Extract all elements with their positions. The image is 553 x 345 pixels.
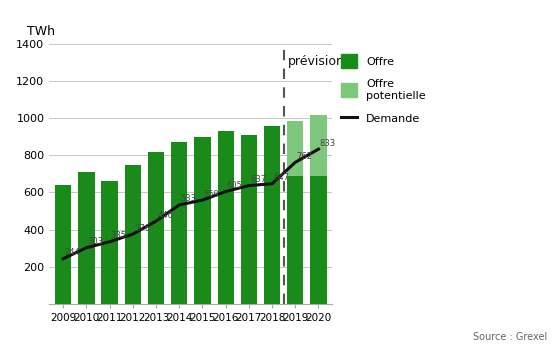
- Text: 833: 833: [320, 139, 336, 148]
- Text: 303: 303: [87, 237, 103, 246]
- Bar: [241, 135, 257, 304]
- Bar: [148, 151, 164, 304]
- Text: 637: 637: [250, 175, 266, 184]
- Bar: [287, 121, 304, 304]
- Bar: [148, 151, 164, 304]
- Bar: [310, 176, 327, 304]
- Text: 605: 605: [227, 181, 243, 190]
- Bar: [310, 115, 327, 304]
- Bar: [171, 142, 187, 304]
- Bar: [264, 126, 280, 304]
- Bar: [217, 131, 234, 304]
- Text: Source : Grexel: Source : Grexel: [473, 332, 547, 342]
- Bar: [124, 165, 141, 304]
- Bar: [264, 126, 280, 304]
- Text: 376: 376: [134, 224, 150, 233]
- Bar: [171, 142, 187, 304]
- Text: TWh: TWh: [27, 26, 55, 38]
- Text: 559: 559: [204, 190, 220, 199]
- Bar: [55, 185, 71, 304]
- Text: 446: 446: [157, 211, 173, 220]
- Legend: Offre, Offre
potentielle, Demande: Offre, Offre potentielle, Demande: [341, 55, 426, 125]
- Bar: [102, 181, 118, 304]
- Bar: [287, 176, 304, 304]
- Bar: [55, 185, 71, 304]
- Bar: [79, 172, 95, 304]
- Bar: [102, 181, 118, 304]
- Bar: [241, 135, 257, 304]
- Text: 762: 762: [296, 152, 312, 161]
- Text: 335: 335: [111, 231, 127, 240]
- Bar: [79, 172, 95, 304]
- Bar: [217, 131, 234, 304]
- Text: 647: 647: [273, 173, 289, 182]
- Bar: [194, 137, 211, 304]
- Text: 533: 533: [180, 195, 196, 204]
- Bar: [124, 165, 141, 304]
- Text: prévision: prévision: [288, 55, 345, 68]
- Bar: [194, 137, 211, 304]
- Text: 244: 244: [64, 248, 80, 257]
